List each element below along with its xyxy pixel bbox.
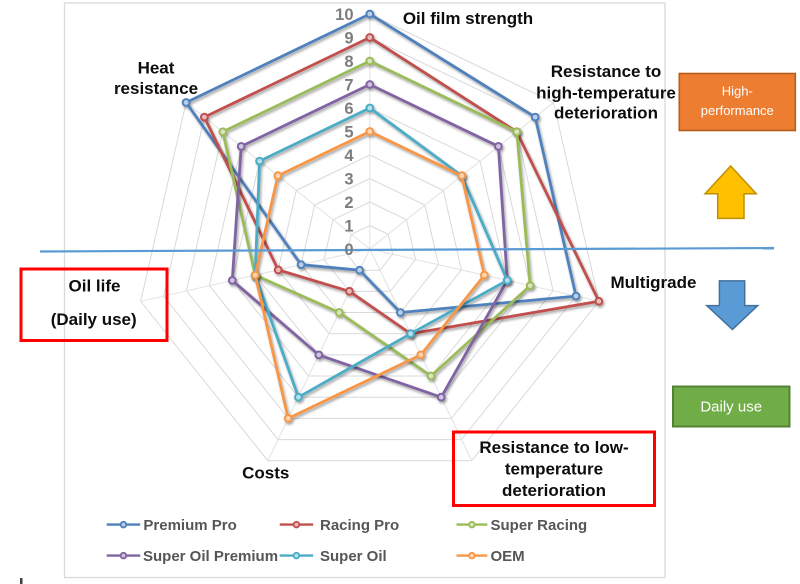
svg-text:6: 6 xyxy=(344,100,353,118)
svg-text:Heat: Heat xyxy=(138,59,175,78)
svg-text:(Daily use): (Daily use) xyxy=(51,310,137,329)
svg-text:1: 1 xyxy=(344,218,353,236)
svg-text:Premium Pro: Premium Pro xyxy=(143,517,236,534)
svg-text:Super Oil Premium: Super Oil Premium xyxy=(143,548,278,565)
svg-text:Oil film strength: Oil film strength xyxy=(403,9,533,28)
svg-text:5: 5 xyxy=(344,124,353,142)
svg-text:Resistance to: Resistance to xyxy=(551,62,662,81)
svg-text:Racing Pro: Racing Pro xyxy=(320,517,399,534)
svg-text:High-: High- xyxy=(722,84,753,99)
svg-text:Daily use: Daily use xyxy=(700,399,762,416)
svg-text:7: 7 xyxy=(344,77,353,95)
svg-text:Oil life: Oil life xyxy=(69,277,121,296)
svg-text:deterioration: deterioration xyxy=(554,104,658,123)
svg-text:8: 8 xyxy=(344,53,353,71)
svg-text:9: 9 xyxy=(344,30,353,48)
svg-text:Super Oil: Super Oil xyxy=(320,548,387,565)
svg-text:performance: performance xyxy=(701,103,774,118)
svg-text:4: 4 xyxy=(344,147,354,165)
svg-text:temperature: temperature xyxy=(505,460,603,479)
svg-text:deterioration: deterioration xyxy=(502,481,606,500)
svg-text:Multigrade: Multigrade xyxy=(611,273,697,292)
svg-text:Resistance to low-: Resistance to low- xyxy=(479,438,628,457)
svg-text:high-temperature: high-temperature xyxy=(536,84,676,103)
svg-text:resistance: resistance xyxy=(114,79,198,98)
svg-text:3: 3 xyxy=(344,171,353,189)
svg-text:2: 2 xyxy=(344,194,353,212)
svg-text:Super Racing: Super Racing xyxy=(491,517,588,534)
svg-text:Costs: Costs xyxy=(242,464,289,483)
svg-text:0: 0 xyxy=(344,241,353,259)
svg-text:OEM: OEM xyxy=(491,548,525,565)
svg-text:10: 10 xyxy=(335,6,353,24)
